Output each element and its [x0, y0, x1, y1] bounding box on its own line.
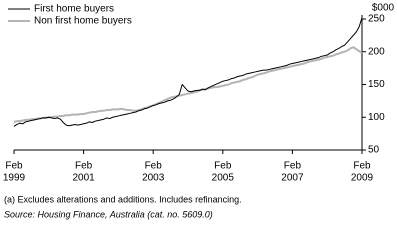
x-tick-label: Feb: [5, 161, 23, 172]
y-tick-label: 100: [368, 112, 385, 123]
x-tick-label: 2007: [281, 173, 304, 184]
x-tick-label: Feb: [145, 161, 163, 172]
y-tick-label: 50: [368, 145, 380, 156]
x-tick-label: Feb: [75, 161, 93, 172]
x-tick-label: Feb: [214, 161, 232, 172]
source: Source: Housing Finance, Australia (cat.…: [4, 209, 213, 219]
y-tick-label: 200: [368, 46, 385, 57]
x-tick-label: 2005: [212, 173, 235, 184]
x-tick-label: 1999: [3, 173, 26, 184]
legend-label: Non first home buyers: [34, 16, 132, 27]
x-tick-label: 2003: [142, 173, 165, 184]
x-tick-label: Feb: [353, 161, 371, 172]
chart: $000 (a) Excludes alterations and additi…: [3, 3, 395, 220]
y-tick-label: 250: [368, 14, 385, 25]
x-tick-label: Feb: [284, 161, 302, 172]
y-unit: $000: [372, 3, 395, 14]
footnote: (a) Excludes alterations and additions. …: [4, 194, 242, 204]
y-tick-label: 150: [368, 79, 385, 90]
series-line: [13, 46, 363, 123]
series-line: [13, 17, 363, 127]
legend-label: First home buyers: [34, 4, 114, 15]
x-tick-label: 2001: [72, 173, 95, 184]
x-tick-label: 2009: [351, 173, 374, 184]
